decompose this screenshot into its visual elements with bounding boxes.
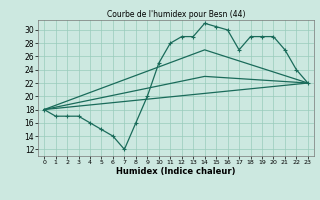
Title: Courbe de l'humidex pour Besn (44): Courbe de l'humidex pour Besn (44)	[107, 10, 245, 19]
X-axis label: Humidex (Indice chaleur): Humidex (Indice chaleur)	[116, 167, 236, 176]
